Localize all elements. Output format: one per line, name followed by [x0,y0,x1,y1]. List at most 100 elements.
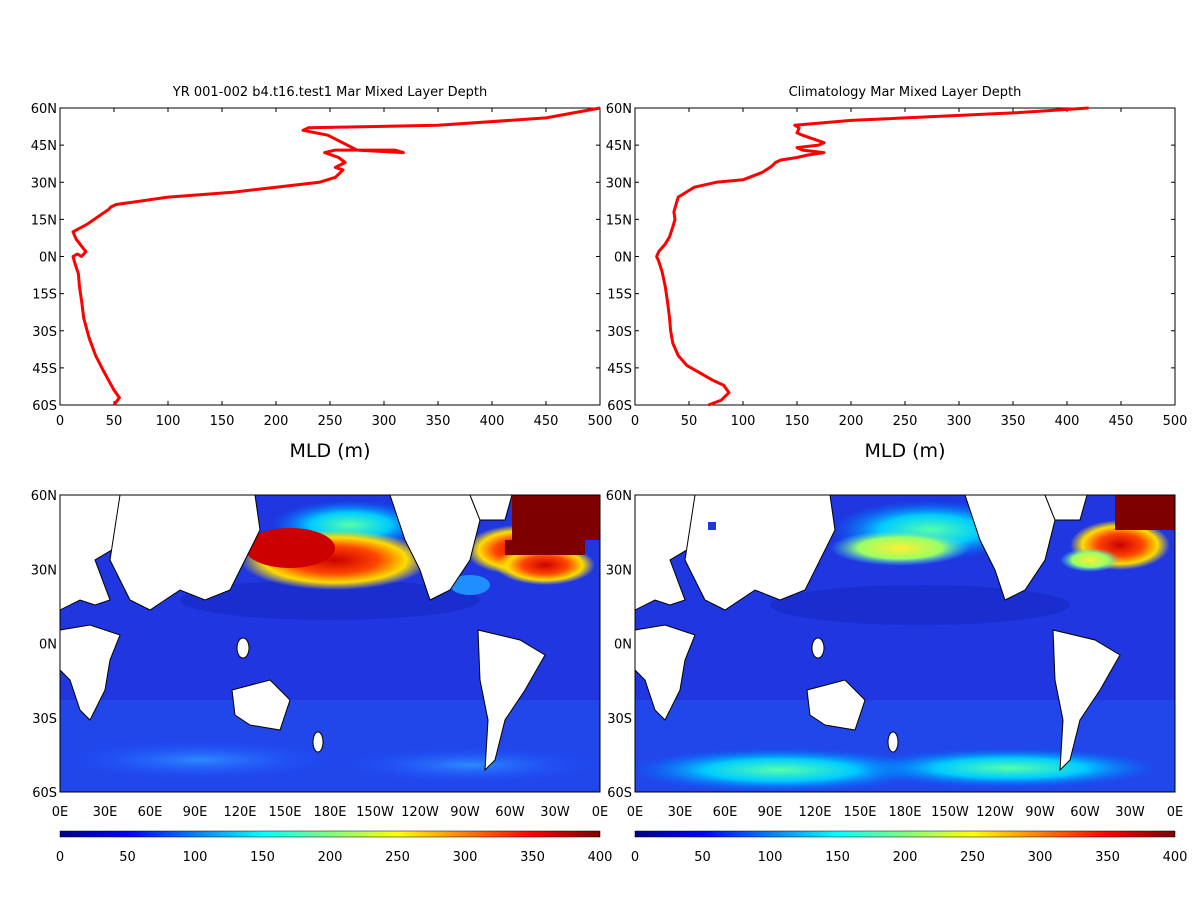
colorbar-tick-label: 350 [1095,850,1120,865]
y-ticks: 60S 45S 30S 15S 0N 15N 30N 45N 60N [31,102,600,414]
y-tick-label: 60N [606,102,632,117]
x-tick-label: 0 [56,414,64,429]
x-tick-label: 0 [631,414,639,429]
colorbar-tick-label: 50 [694,850,711,865]
y-tick-label: 0N [39,251,57,266]
x-tick-label: 250 [318,414,343,429]
x-tick-label: 400 [480,414,505,429]
x-tick-label: 150W [931,805,969,820]
x-tick-label: 90W [1025,805,1055,820]
map-model: 0E 30E 60E 90E 120E 150E 180E 150W 120W 90W 60W 30W… [31,489,613,865]
y-ticks: 60S 45S 30S 15S 0N 15N 30N 45N 60N [606,102,1175,414]
colorbar-tick-label: 400 [588,850,613,865]
y-tick-label: 30N [606,563,632,578]
y-tick-label: 30N [31,563,57,578]
colorbar-tick-label: 300 [453,850,478,865]
x-tick-label: 30W [1115,805,1145,820]
chart-title: Climatology Mar Mixed Layer Depth [789,85,1022,100]
map-climatology: 0E 30E 60E 90E 120E 150E 180E 150W 120W 90W 60W 30W… [606,489,1188,865]
x-tick-label: 100 [156,414,181,429]
x-ticks: 0E 30E 60E 90E 120E 150E 180E 150W 120W 90W 60W 30W… [627,805,1184,820]
x-axis-label: MLD (m) [290,440,371,462]
map-frame [59,494,601,793]
x-tick-label: 150E [268,805,301,820]
x-tick-label: 250 [893,414,918,429]
y-tick-label: 30S [607,712,632,727]
y-ticks: 60S 30S 0N 30N 60N [606,489,632,801]
y-ticks: 60S 30S 0N 30N 60N [31,489,57,801]
x-tick-label: 30E [93,805,118,820]
x-tick-label: 200 [264,414,289,429]
x-tick-label: 150W [356,805,394,820]
y-tick-label: 60S [607,399,632,414]
x-tick-label: 50 [106,414,123,429]
y-tick-label: 15N [31,213,57,228]
y-tick-label: 30N [31,176,57,191]
colorbar-tick-label: 50 [119,850,136,865]
colorbar-tick-label: 150 [250,850,275,865]
colorbar [59,830,601,838]
y-tick-label: 45S [607,362,632,377]
x-tick-label: 120E [798,805,831,820]
chart-title: YR 001-002 b4.t16.test1 Mar Mixed Layer … [172,85,488,100]
x-tick-label: 30E [668,805,693,820]
x-tick-label: 450 [1109,414,1134,429]
x-tick-label: 500 [588,414,613,429]
x-tick-label: 180E [888,805,921,820]
x-ticks: 0 50 100 150 200 250 300 350 400 450 500 [56,108,613,429]
colorbar-tick-label: 150 [825,850,850,865]
colorbar-tick-label: 250 [960,850,985,865]
x-tick-label: 350 [1001,414,1026,429]
x-tick-label: 0E [592,805,609,820]
x-tick-label: 60W [495,805,525,820]
y-tick-label: 45N [606,139,632,154]
y-tick-label: 45N [31,139,57,154]
x-tick-label: 0E [1167,805,1184,820]
y-tick-label: 60S [32,399,57,414]
colorbar-ticks: 0 50 100 150 200 250 300 350 400 [56,850,613,865]
x-tick-label: 450 [534,414,559,429]
colorbar-ticks: 0 50 100 150 200 250 300 350 400 [631,850,1188,865]
colorbar-tick-label: 250 [385,850,410,865]
x-tick-label: 120E [223,805,256,820]
y-tick-label: 15S [32,288,57,303]
y-tick-label: 30S [32,325,57,340]
x-tick-label: 90E [183,805,208,820]
x-tick-label: 0E [52,805,69,820]
y-tick-label: 30S [32,712,57,727]
colorbar-tick-label: 100 [183,850,208,865]
x-tick-label: 400 [1055,414,1080,429]
x-tick-label: 150 [210,414,235,429]
y-tick-label: 60S [32,786,57,801]
y-tick-label: 45S [32,362,57,377]
y-tick-label: 0N [39,638,57,653]
colorbar [634,830,1176,838]
y-tick-label: 60N [31,102,57,117]
y-tick-label: 60N [31,489,57,504]
x-tick-label: 60E [713,805,738,820]
y-tick-label: 0N [614,251,632,266]
x-tick-label: 60E [138,805,163,820]
mld-line-model [71,106,601,406]
x-tick-label: 120W [401,805,439,820]
x-tick-label: 120W [976,805,1014,820]
y-tick-label: 60S [607,786,632,801]
colorbar-tick-label: 0 [631,850,639,865]
x-tick-label: 300 [947,414,972,429]
x-ticks: 0 50 100 150 200 250 300 350 400 450 500 [631,108,1188,429]
x-tick-label: 350 [426,414,451,429]
x-tick-label: 150 [785,414,810,429]
y-tick-label: 30S [607,325,632,340]
y-tick-label: 30N [606,176,632,191]
colorbar-tick-label: 350 [520,850,545,865]
x-tick-label: 200 [839,414,864,429]
colorbar-tick-label: 200 [318,850,343,865]
x-tick-label: 100 [731,414,756,429]
mld-field [60,495,600,792]
x-tick-label: 500 [1163,414,1188,429]
plot-frame [634,107,1176,406]
colorbar-tick-label: 400 [1163,850,1188,865]
x-tick-label: 90E [758,805,783,820]
x-ticks: 0E 30E 60E 90E 120E 150E 180E 150W 120W 90W 60W 30W… [52,805,609,820]
